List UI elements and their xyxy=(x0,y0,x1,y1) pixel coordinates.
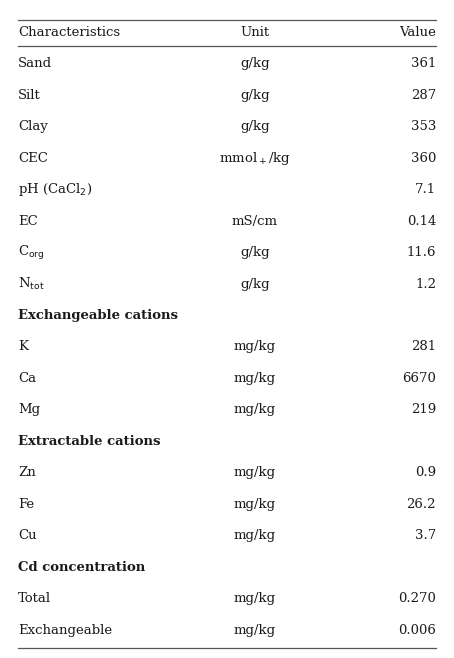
Text: 0.270: 0.270 xyxy=(398,592,436,605)
Text: 26.2: 26.2 xyxy=(406,498,436,511)
Text: mg/kg: mg/kg xyxy=(234,467,276,480)
Text: Ca: Ca xyxy=(18,372,36,385)
Text: Cd concentration: Cd concentration xyxy=(18,561,145,574)
Text: Zn: Zn xyxy=(18,467,36,480)
Text: Exchangeable cations: Exchangeable cations xyxy=(18,309,178,322)
Text: g/kg: g/kg xyxy=(240,278,270,291)
Text: mmol$_+$/kg: mmol$_+$/kg xyxy=(219,149,291,166)
Text: 11.6: 11.6 xyxy=(406,246,436,259)
Text: 361: 361 xyxy=(410,57,436,70)
Text: 0.006: 0.006 xyxy=(398,624,436,637)
Text: Mg: Mg xyxy=(18,403,40,417)
Text: Unit: Unit xyxy=(241,26,270,39)
Text: mg/kg: mg/kg xyxy=(234,498,276,511)
Text: 219: 219 xyxy=(411,403,436,417)
Text: 360: 360 xyxy=(410,151,436,164)
Text: 287: 287 xyxy=(411,89,436,102)
Text: 3.7: 3.7 xyxy=(415,529,436,542)
Text: pH (CaCl$_2$): pH (CaCl$_2$) xyxy=(18,181,92,198)
Text: g/kg: g/kg xyxy=(240,89,270,102)
Text: mg/kg: mg/kg xyxy=(234,340,276,353)
Text: mg/kg: mg/kg xyxy=(234,372,276,385)
Text: Value: Value xyxy=(399,26,436,39)
Text: Total: Total xyxy=(18,592,51,605)
Text: mg/kg: mg/kg xyxy=(234,624,276,637)
Text: Fe: Fe xyxy=(18,498,34,511)
Text: N$_\mathrm{tot}$: N$_\mathrm{tot}$ xyxy=(18,276,44,292)
Text: C$_\mathrm{org}$: C$_\mathrm{org}$ xyxy=(18,243,45,262)
Text: Cu: Cu xyxy=(18,529,37,542)
Text: Clay: Clay xyxy=(18,120,48,133)
Text: K: K xyxy=(18,340,28,353)
Text: 1.2: 1.2 xyxy=(415,278,436,291)
Text: g/kg: g/kg xyxy=(240,57,270,70)
Text: Silt: Silt xyxy=(18,89,41,102)
Text: EC: EC xyxy=(18,215,38,228)
Text: Characteristics: Characteristics xyxy=(18,26,120,39)
Text: mg/kg: mg/kg xyxy=(234,529,276,542)
Text: CEC: CEC xyxy=(18,151,48,164)
Text: 0.9: 0.9 xyxy=(415,467,436,480)
Text: g/kg: g/kg xyxy=(240,120,270,133)
Text: 7.1: 7.1 xyxy=(415,183,436,196)
Text: mS/cm: mS/cm xyxy=(232,215,278,228)
Text: mg/kg: mg/kg xyxy=(234,592,276,605)
Text: Exchangeable: Exchangeable xyxy=(18,624,112,637)
Text: g/kg: g/kg xyxy=(240,246,270,259)
Text: 353: 353 xyxy=(410,120,436,133)
Text: 281: 281 xyxy=(411,340,436,353)
Text: 6670: 6670 xyxy=(402,372,436,385)
Text: mg/kg: mg/kg xyxy=(234,403,276,417)
Text: 0.14: 0.14 xyxy=(407,215,436,228)
Text: Sand: Sand xyxy=(18,57,52,70)
Text: Extractable cations: Extractable cations xyxy=(18,435,161,448)
